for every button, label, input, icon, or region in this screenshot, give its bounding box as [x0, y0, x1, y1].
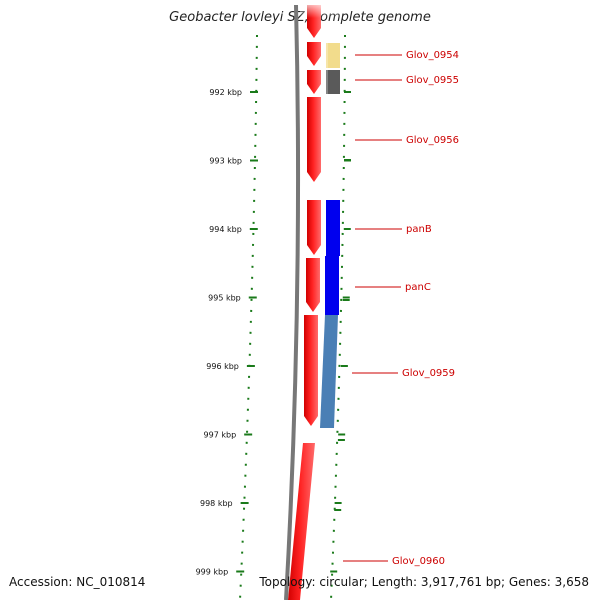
gene-block-glov-0959 [320, 315, 338, 428]
gene-block-panb [326, 200, 340, 256]
ruler-ticks: 992 kbp 993 kbp 994 kbp 995 kbp 996 kbp 997 k… [196, 88, 258, 577]
gene-arrow-inner [306, 258, 320, 312]
tick-label: 998 kbp [200, 499, 233, 508]
tick-label: 996 kbp [206, 362, 239, 371]
gene-arrow-glov-0956 [307, 97, 321, 182]
gene-label[interactable]: Glov_0955 [406, 75, 459, 86]
gene-features [288, 5, 340, 600]
gene-block-panc [325, 256, 339, 315]
gene-block-glov-0954 [326, 43, 340, 68]
gene-label[interactable]: panC [405, 282, 431, 293]
gene-arrow-inner [304, 315, 318, 426]
gene-label[interactable]: Glov_0959 [402, 368, 455, 379]
tick-label: 993 kbp [209, 157, 242, 166]
gene-label[interactable]: panB [406, 224, 432, 235]
genome-summary-text: Topology: circular; Length: 3,917,761 bp… [259, 575, 589, 589]
left-dotted-guide [239, 34, 258, 600]
gene-arrow-inner [307, 200, 321, 255]
gene-arrow-inner [307, 70, 321, 94]
accession-text: Accession: NC_010814 [9, 575, 146, 589]
gene-label[interactable]: Glov_0956 [406, 135, 459, 146]
genome-backbone [284, 4, 301, 600]
gene-arrow-inner [307, 42, 321, 66]
tick-label: 995 kbp [208, 294, 241, 303]
ruler-ticks-right [330, 91, 351, 573]
tick-label: 999 kbp [196, 568, 229, 577]
tick-label: 994 kbp [209, 225, 242, 234]
gene-arrow-glov-0960 [288, 443, 315, 600]
gene-labels: Glov_0954 Glov_0955 Glov_0956 panB panC Glov_… [343, 50, 459, 567]
gene-label[interactable]: Glov_0954 [406, 50, 459, 61]
top-fade [300, 0, 340, 18]
gene-block-glov-0955 [326, 70, 340, 94]
gene-label[interactable]: Glov_0960 [392, 556, 445, 567]
tick-label: 997 kbp [204, 431, 237, 440]
tick-label: 992 kbp [209, 88, 242, 97]
